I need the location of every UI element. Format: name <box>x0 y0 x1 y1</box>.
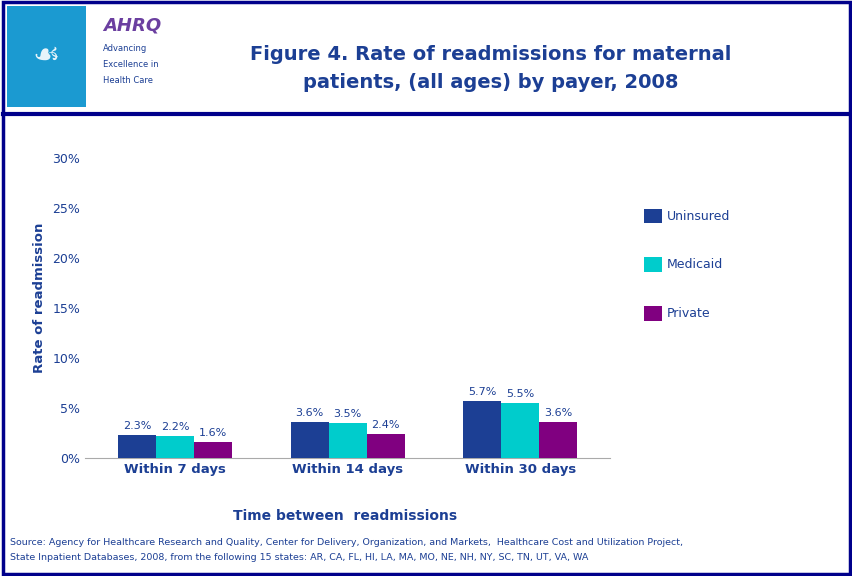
Text: 2.2%: 2.2% <box>160 422 189 432</box>
Y-axis label: Rate of readmission: Rate of readmission <box>32 223 45 373</box>
Text: 5.5%: 5.5% <box>505 389 533 399</box>
Bar <box>118 435 156 458</box>
Bar <box>7 6 85 107</box>
Text: Private: Private <box>666 308 710 320</box>
Bar <box>328 423 366 458</box>
Bar <box>538 422 577 458</box>
Text: State Inpatient Databases, 2008, from the following 15 states: AR, CA, FL, HI, L: State Inpatient Databases, 2008, from th… <box>10 553 588 562</box>
Text: 5.7%: 5.7% <box>468 387 496 397</box>
Text: Excellence in: Excellence in <box>102 60 158 69</box>
Text: Time between  readmissions: Time between readmissions <box>233 509 457 522</box>
Text: 2.4%: 2.4% <box>371 420 400 430</box>
Text: ☙: ☙ <box>32 41 60 71</box>
Text: Figure 4. Rate of readmissions for maternal: Figure 4. Rate of readmissions for mater… <box>250 46 730 64</box>
Text: 2.3%: 2.3% <box>123 421 151 431</box>
Text: AHRQ: AHRQ <box>102 17 161 35</box>
Bar <box>156 436 193 458</box>
Text: Uninsured: Uninsured <box>666 210 729 222</box>
Text: Health Care: Health Care <box>102 76 153 85</box>
Bar <box>463 401 501 458</box>
Text: 3.6%: 3.6% <box>544 408 572 418</box>
Text: 3.5%: 3.5% <box>333 409 361 419</box>
Text: 3.6%: 3.6% <box>295 408 324 418</box>
Bar <box>501 403 538 458</box>
Text: Advancing: Advancing <box>102 44 147 52</box>
Text: Medicaid: Medicaid <box>666 259 722 271</box>
Text: 1.6%: 1.6% <box>199 428 227 438</box>
Text: Source: Agency for Healthcare Research and Quality, Center for Delivery, Organiz: Source: Agency for Healthcare Research a… <box>10 538 682 547</box>
Bar <box>193 442 232 458</box>
Bar <box>366 434 404 458</box>
Bar <box>291 422 328 458</box>
Text: patients, (all ages) by payer, 2008: patients, (all ages) by payer, 2008 <box>302 74 677 92</box>
